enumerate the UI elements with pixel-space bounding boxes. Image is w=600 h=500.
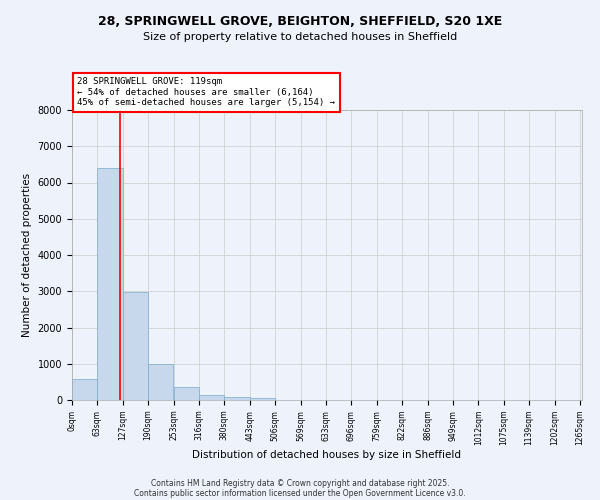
Text: Contains HM Land Registry data © Crown copyright and database right 2025.: Contains HM Land Registry data © Crown c…	[151, 478, 449, 488]
Text: 28 SPRINGWELL GROVE: 119sqm
← 54% of detached houses are smaller (6,164)
45% of : 28 SPRINGWELL GROVE: 119sqm ← 54% of det…	[77, 78, 335, 107]
Bar	[199, 394, 224, 400]
Y-axis label: Number of detached properties: Number of detached properties	[22, 173, 32, 337]
Bar	[148, 364, 173, 400]
Text: 28, SPRINGWELL GROVE, BEIGHTON, SHEFFIELD, S20 1XE: 28, SPRINGWELL GROVE, BEIGHTON, SHEFFIEL…	[98, 15, 502, 28]
Bar	[123, 292, 148, 400]
X-axis label: Distribution of detached houses by size in Sheffield: Distribution of detached houses by size …	[193, 450, 461, 460]
Bar	[97, 168, 122, 400]
Bar	[224, 397, 250, 400]
Bar	[250, 398, 275, 400]
Text: Size of property relative to detached houses in Sheffield: Size of property relative to detached ho…	[143, 32, 457, 42]
Bar	[72, 380, 97, 400]
Bar	[173, 388, 199, 400]
Text: Contains public sector information licensed under the Open Government Licence v3: Contains public sector information licen…	[134, 488, 466, 498]
